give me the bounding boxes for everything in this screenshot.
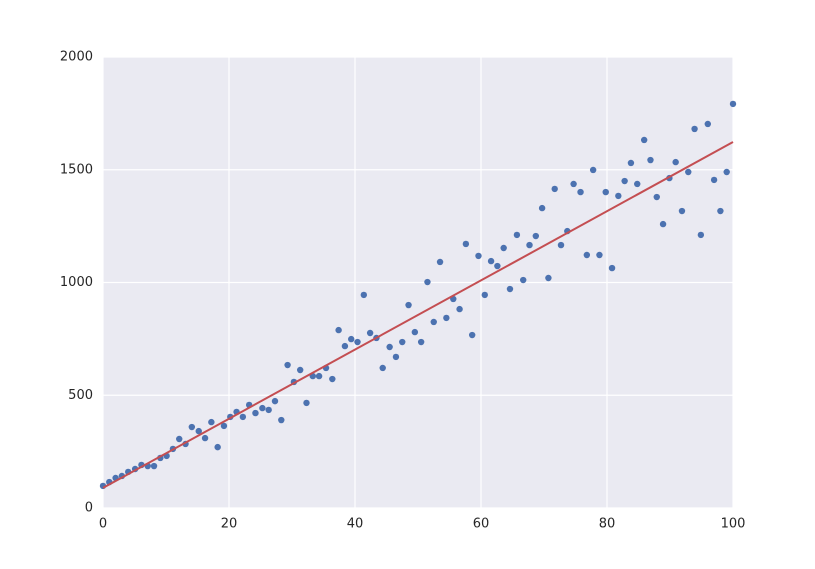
fit-line <box>102 141 734 489</box>
point <box>710 176 718 184</box>
point <box>602 188 609 196</box>
point <box>252 409 259 417</box>
point <box>436 258 444 266</box>
point <box>570 180 577 188</box>
point <box>259 404 266 412</box>
point <box>513 231 521 239</box>
point <box>538 204 546 212</box>
point <box>341 342 349 350</box>
point <box>424 278 431 286</box>
point <box>392 353 400 361</box>
x-tick-label: 100 <box>721 517 746 532</box>
x-tick-label: 60 <box>473 517 490 532</box>
point <box>468 331 476 339</box>
point <box>596 251 603 259</box>
point <box>360 291 368 299</box>
point <box>627 159 635 167</box>
point <box>176 435 183 443</box>
point <box>220 422 228 430</box>
point <box>551 185 558 193</box>
point <box>329 375 336 383</box>
y-tick-label: 0 <box>85 501 93 516</box>
point <box>500 244 507 252</box>
point <box>208 418 215 426</box>
point <box>685 168 692 176</box>
point <box>405 301 412 309</box>
point <box>723 168 730 176</box>
y-tick-label: 1000 <box>60 275 93 290</box>
x-tick-label: 20 <box>221 517 238 532</box>
point <box>411 328 419 336</box>
point <box>475 252 482 260</box>
point <box>678 207 686 215</box>
point <box>278 416 285 424</box>
point <box>634 180 641 188</box>
point <box>545 274 552 282</box>
y-tick-label: 500 <box>68 388 93 403</box>
point <box>296 366 304 374</box>
point <box>615 192 622 200</box>
point <box>150 462 158 470</box>
point <box>462 240 470 248</box>
point <box>481 291 488 299</box>
point <box>265 406 272 414</box>
x-tick-label: 40 <box>347 517 364 532</box>
point <box>366 329 374 337</box>
point <box>456 305 463 313</box>
point <box>315 372 323 380</box>
point <box>335 326 342 334</box>
point <box>354 338 361 346</box>
point <box>589 166 597 174</box>
point <box>303 399 310 407</box>
point <box>532 232 540 240</box>
point <box>284 361 291 369</box>
point <box>647 156 654 164</box>
point <box>506 285 514 293</box>
point <box>608 264 616 272</box>
point <box>487 257 495 265</box>
point <box>430 318 437 326</box>
point <box>729 100 737 108</box>
point <box>201 434 209 442</box>
point <box>577 188 584 196</box>
point <box>583 251 591 259</box>
point <box>659 220 667 228</box>
point <box>640 136 648 144</box>
x-tick-label: 80 <box>599 517 616 532</box>
point <box>348 335 355 343</box>
point <box>195 427 202 435</box>
y-tick-label: 1500 <box>60 162 93 177</box>
point <box>399 338 406 346</box>
point <box>520 276 527 284</box>
point <box>691 125 698 133</box>
point <box>214 443 221 451</box>
point <box>557 241 565 249</box>
point <box>386 343 393 351</box>
point <box>621 177 628 185</box>
point <box>443 314 450 322</box>
point <box>697 231 705 239</box>
point <box>417 338 425 346</box>
point <box>379 364 386 372</box>
point <box>717 207 724 215</box>
point <box>239 413 247 421</box>
y-tick-label: 2000 <box>60 50 93 65</box>
point <box>526 241 533 249</box>
x-tick-label: 0 <box>99 517 107 532</box>
point <box>704 120 711 128</box>
point <box>271 397 279 405</box>
point <box>672 158 679 166</box>
point <box>188 423 196 431</box>
point <box>653 193 660 201</box>
point <box>494 262 501 270</box>
